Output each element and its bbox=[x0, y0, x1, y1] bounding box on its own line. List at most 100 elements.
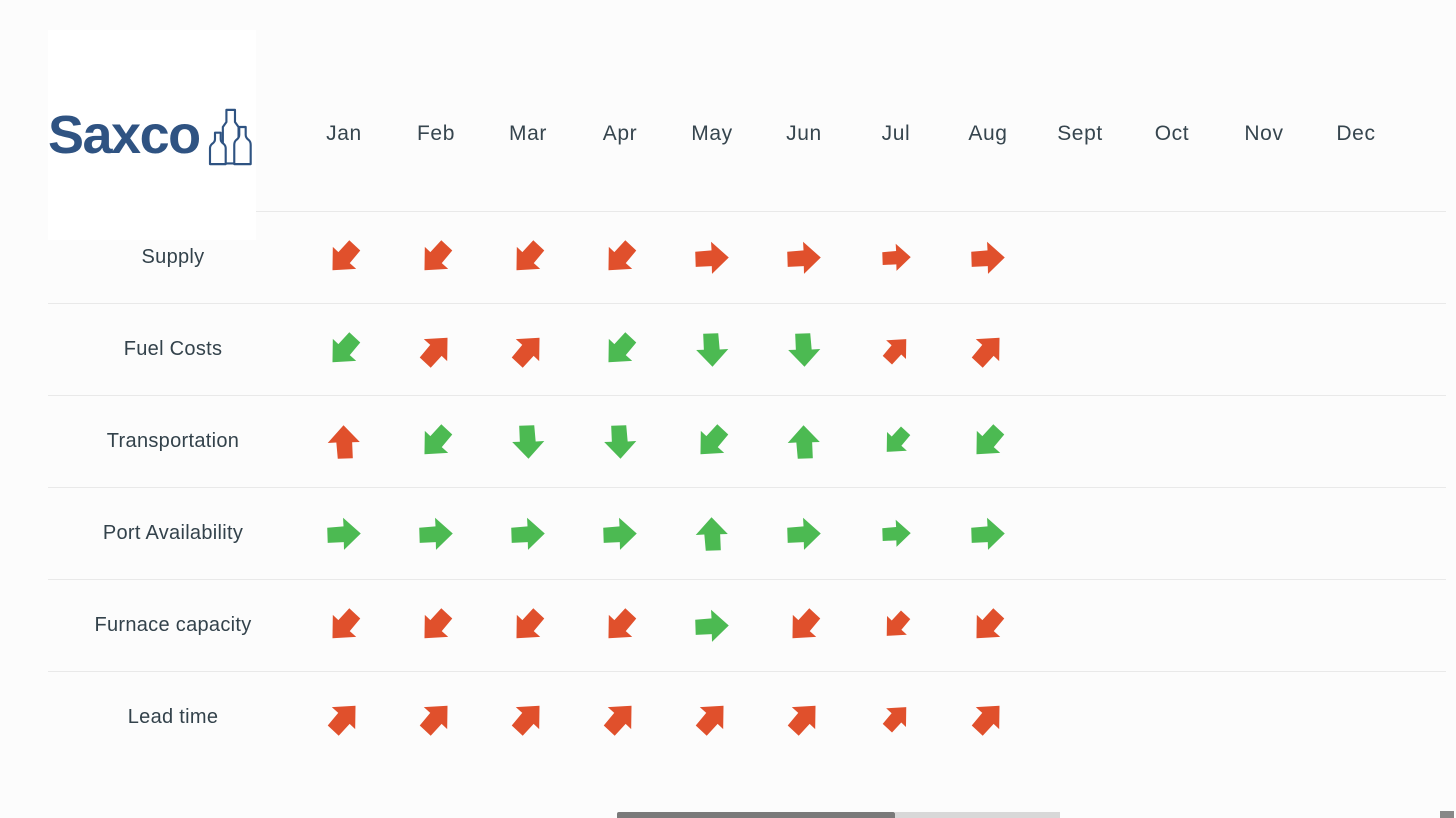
arrow-sw-icon bbox=[700, 423, 729, 454]
trend-cell bbox=[1034, 488, 1126, 579]
trend-cell bbox=[942, 672, 1034, 763]
month-header-jun: Jun bbox=[786, 121, 822, 145]
arrow-e-icon bbox=[971, 241, 1005, 274]
table-row: Supply bbox=[48, 211, 1446, 303]
month-header-apr: Apr bbox=[602, 121, 638, 145]
arrow-e-icon bbox=[787, 241, 821, 274]
trend-cell bbox=[666, 396, 758, 487]
trend-cell bbox=[482, 672, 574, 763]
trend-cell bbox=[574, 396, 666, 487]
trend-cell bbox=[850, 212, 942, 303]
arrow-e-icon bbox=[881, 519, 911, 547]
corner-mark bbox=[1440, 811, 1454, 818]
trend-cell bbox=[1034, 672, 1126, 763]
arrow-e-icon bbox=[881, 243, 911, 271]
trend-cell bbox=[482, 580, 574, 671]
trend-cell bbox=[1218, 580, 1310, 671]
trend-cell bbox=[298, 580, 390, 671]
trend-cell bbox=[1310, 212, 1402, 303]
arrow-n-icon bbox=[327, 424, 360, 459]
trend-cell bbox=[1034, 304, 1126, 395]
table-row: Fuel Costs bbox=[48, 303, 1446, 395]
trend-cell bbox=[758, 304, 850, 395]
trend-cell bbox=[850, 580, 942, 671]
trend-cell bbox=[1310, 488, 1402, 579]
arrow-ne-icon bbox=[511, 705, 540, 736]
arrow-e-icon bbox=[419, 517, 453, 550]
arrow-s-icon bbox=[604, 424, 637, 459]
table-row: Furnace capacity bbox=[48, 579, 1446, 671]
arrow-n-icon bbox=[695, 516, 728, 551]
arrow-s-icon bbox=[512, 424, 545, 459]
table-row: Lead time bbox=[48, 671, 1446, 763]
trend-cell bbox=[1310, 580, 1402, 671]
trend-cell bbox=[850, 488, 942, 579]
video-progress-bar[interactable] bbox=[617, 812, 895, 818]
trend-cell bbox=[482, 212, 574, 303]
trend-cell bbox=[1218, 396, 1310, 487]
trend-cell bbox=[1034, 396, 1126, 487]
bottles-icon bbox=[208, 108, 252, 166]
trend-cell bbox=[298, 488, 390, 579]
row-label: Supply bbox=[141, 246, 205, 268]
row-label: Port Availability bbox=[102, 522, 244, 544]
arrow-sw-icon bbox=[886, 426, 910, 452]
trend-cell bbox=[574, 672, 666, 763]
arrow-e-icon bbox=[787, 517, 821, 550]
trend-cell bbox=[942, 212, 1034, 303]
trend-cell bbox=[390, 304, 482, 395]
trend-cell bbox=[298, 212, 390, 303]
arrow-e-icon bbox=[695, 609, 729, 642]
arrow-e-icon bbox=[695, 241, 729, 274]
trend-cell bbox=[942, 488, 1034, 579]
arrow-sw-icon bbox=[976, 423, 1005, 454]
trend-cell bbox=[942, 580, 1034, 671]
arrow-ne-icon bbox=[882, 707, 906, 733]
month-header-aug: Aug bbox=[968, 121, 1008, 145]
arrow-sw-icon bbox=[516, 239, 545, 270]
arrow-ne-icon bbox=[511, 337, 540, 368]
arrow-sw-icon bbox=[516, 607, 545, 638]
trend-cell bbox=[390, 672, 482, 763]
trend-cell bbox=[298, 672, 390, 763]
trend-cell bbox=[850, 396, 942, 487]
trend-cell bbox=[482, 488, 574, 579]
arrow-e-icon bbox=[511, 517, 545, 550]
month-header-mar: Mar bbox=[509, 121, 547, 145]
month-header-dec: Dec bbox=[1336, 121, 1376, 145]
row-label: Furnace capacity bbox=[94, 614, 252, 636]
trend-cell bbox=[1218, 304, 1310, 395]
arrow-ne-icon bbox=[327, 705, 356, 736]
trend-cell bbox=[758, 672, 850, 763]
arrow-ne-icon bbox=[971, 337, 1000, 368]
month-header-sept: Sept bbox=[1057, 121, 1103, 145]
trend-cell bbox=[298, 396, 390, 487]
arrow-sw-icon bbox=[332, 607, 361, 638]
trend-cell bbox=[298, 304, 390, 395]
row-label: Fuel Costs bbox=[123, 338, 223, 360]
arrow-ne-icon bbox=[603, 705, 632, 736]
trend-cell bbox=[1218, 212, 1310, 303]
trend-cell bbox=[390, 212, 482, 303]
arrow-sw-icon bbox=[608, 607, 637, 638]
arrow-e-icon bbox=[603, 517, 637, 550]
arrow-sw-icon bbox=[886, 610, 910, 636]
trend-cell bbox=[758, 488, 850, 579]
trend-cell bbox=[666, 212, 758, 303]
trend-cell bbox=[666, 304, 758, 395]
arrow-e-icon bbox=[971, 517, 1005, 550]
arrow-sw-icon bbox=[608, 239, 637, 270]
arrow-s-icon bbox=[696, 332, 729, 367]
arrow-ne-icon bbox=[971, 705, 1000, 736]
trend-cell bbox=[758, 396, 850, 487]
month-header-nov: Nov bbox=[1244, 121, 1284, 145]
arrow-n-icon bbox=[787, 424, 820, 459]
trend-cell bbox=[574, 212, 666, 303]
row-label: Lead time bbox=[127, 706, 219, 728]
trend-cell bbox=[1034, 580, 1126, 671]
trend-cell bbox=[1126, 488, 1218, 579]
arrow-sw-icon bbox=[332, 239, 361, 270]
trend-cell bbox=[1310, 672, 1402, 763]
trend-cell bbox=[574, 304, 666, 395]
